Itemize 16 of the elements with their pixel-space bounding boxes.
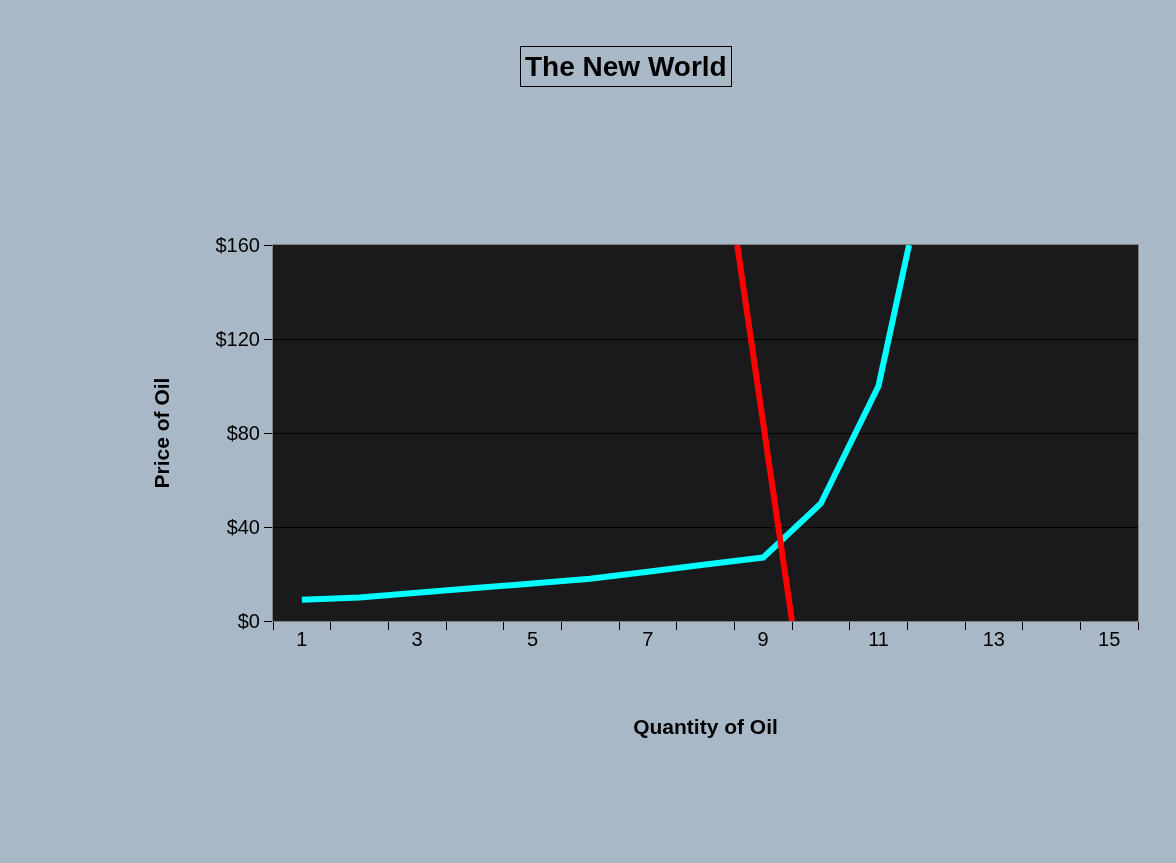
- x-tick-label: 11: [868, 628, 889, 650]
- y-tick-label: $120: [215, 328, 260, 350]
- x-tick-label: 9: [757, 628, 769, 650]
- x-tick-label: 13: [982, 628, 1005, 650]
- y-axis-title: Price of Oil: [149, 377, 173, 489]
- y-tick-label: $160: [215, 234, 260, 256]
- x-tick-label: 15: [1098, 628, 1121, 650]
- chart-title: The New World: [525, 51, 727, 82]
- x-axis-title: Quantity of Oil: [633, 715, 778, 739]
- x-tick-label: 3: [411, 628, 423, 650]
- x-tick-label: 5: [526, 628, 539, 650]
- y-tick-label: $80: [226, 422, 260, 444]
- x-tick-label: 1: [296, 628, 308, 650]
- y-tick-label: $40: [226, 516, 260, 538]
- x-tick-label: 7: [642, 628, 654, 650]
- y-tick-label: $0: [237, 610, 260, 632]
